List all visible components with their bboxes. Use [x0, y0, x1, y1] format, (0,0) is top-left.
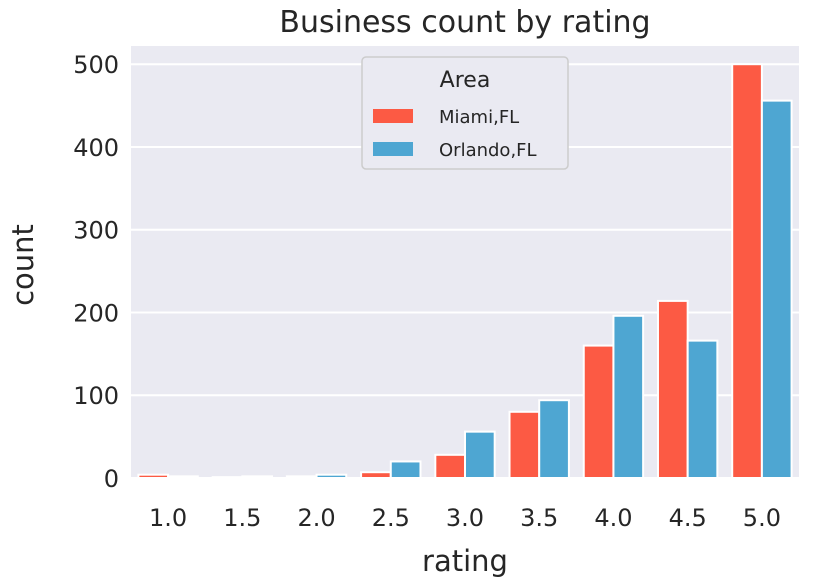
bar-orlando-3.0: [464, 430, 496, 480]
bar-miami-1.5: [211, 476, 244, 480]
bar-miami-3.0: [434, 453, 466, 479]
bar-miami-1.0: [137, 473, 170, 480]
bar-orlando-3.5: [538, 399, 570, 480]
x-tick-label: 4.5: [669, 504, 707, 532]
y-tick-label: 400: [73, 134, 119, 162]
x-axis-title: rating: [422, 544, 508, 578]
x-tick-label: 3.5: [520, 504, 558, 532]
legend-label-orlando: Orlando,FL: [439, 140, 537, 161]
bar-miami-5.0: [731, 63, 763, 479]
x-tick-label: 1.0: [149, 504, 187, 532]
bars: [137, 63, 793, 480]
x-tick-label: 4.0: [594, 504, 632, 532]
legend-title: Area: [440, 68, 491, 93]
y-tick-label: 100: [73, 382, 119, 410]
bar-orlando-1.0: [167, 475, 199, 479]
legend-box: [361, 56, 569, 170]
x-tick-label: 2.0: [297, 504, 335, 532]
y-tick-label: 500: [73, 51, 119, 79]
bar-orlando-5.0: [760, 99, 793, 479]
bar-orlando-2.5: [389, 460, 422, 479]
legend-swatch-miami: [373, 109, 413, 123]
y-tick-label: 0: [104, 465, 119, 493]
legend-swatch-orlando: [373, 142, 413, 156]
x-tick-label: 1.5: [223, 504, 261, 532]
x-tick-label: 5.0: [743, 504, 781, 532]
x-tick-label: 3.0: [446, 504, 484, 532]
bar-miami-4.0: [582, 344, 615, 479]
x-tick-label: 2.5: [372, 504, 410, 532]
bar-miami-4.5: [656, 299, 689, 479]
legend-label-miami: Miami,FL: [439, 107, 519, 128]
chart-title: Business count by rating: [279, 5, 650, 40]
y-axis-title: count: [6, 224, 40, 306]
bar-orlando-1.5: [241, 475, 274, 479]
bar-miami-2.5: [360, 471, 392, 480]
legend: Area Miami,FL Orlando,FL: [361, 56, 569, 170]
x-tick-labels: 1.0 1.5 2.0 2.5 3.0 3.5 4.0 4.5 5.0: [149, 504, 781, 532]
y-tick-label: 300: [73, 217, 119, 245]
y-tick-label: 200: [73, 299, 119, 327]
bar-orlando-4.5: [686, 339, 719, 479]
bar-orlando-4.0: [612, 314, 645, 479]
bar-miami-2.0: [285, 475, 318, 479]
bar-orlando-2.0: [315, 473, 348, 480]
y-tick-labels: 0 100 200 300 400 500: [73, 51, 119, 493]
bar-miami-3.5: [508, 410, 541, 479]
